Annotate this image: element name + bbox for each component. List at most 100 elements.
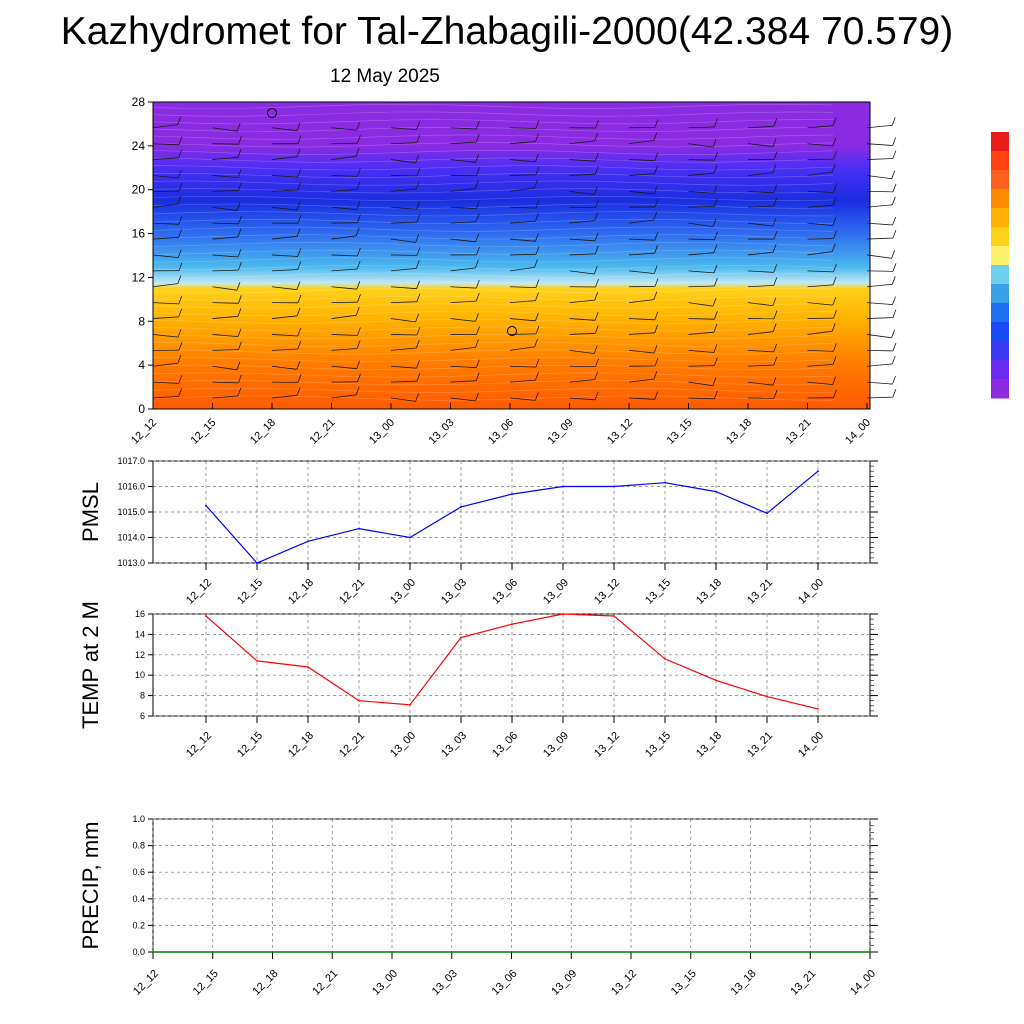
contour-line [152, 180, 834, 186]
x-tick-label: 12_21 [308, 417, 338, 447]
wind-barb-flag [654, 324, 659, 333]
wind-barb [688, 172, 714, 176]
wind-barb [390, 334, 418, 336]
wind-barb-flag [891, 329, 895, 338]
contour-line [152, 188, 834, 194]
wind-barb-flag [892, 375, 896, 385]
wind-barb [747, 125, 774, 129]
wind-barb [509, 267, 535, 272]
wind-barb [152, 124, 178, 129]
y-tick-label: 0 [138, 402, 145, 416]
wind-barb-flag [654, 245, 658, 254]
wind-barb-flag [356, 260, 361, 270]
wind-barb [450, 380, 477, 383]
wind-barb [866, 222, 893, 226]
wind-barb [212, 349, 239, 351]
wind-barb [509, 187, 535, 192]
wind-barb [509, 253, 537, 256]
temp-x-tick-label: 13_06 [490, 730, 520, 760]
contour-line [152, 295, 834, 301]
wind-barb-flag [475, 372, 480, 381]
wind-barb [628, 190, 655, 195]
wind-barb [509, 365, 536, 368]
wind-barb-flag [653, 211, 658, 221]
calm-wind-marker [267, 108, 277, 118]
wind-barb [271, 394, 298, 399]
wind-barb-flag [892, 183, 897, 192]
wind-barb [866, 124, 893, 129]
wind-barb [390, 286, 417, 290]
wind-barb-flag [177, 355, 182, 364]
wind-barb-flag [416, 121, 420, 130]
wind-barb [152, 157, 179, 160]
contour-line [152, 211, 833, 217]
wind-barb [688, 365, 715, 367]
wind-barb-flag [773, 197, 778, 207]
wind-barb [688, 190, 715, 194]
wind-barb-flag [713, 344, 718, 353]
wind-barb-flag [892, 296, 896, 305]
x-tick-label: 13_12 [605, 417, 635, 447]
wind-barb-flag [475, 259, 479, 269]
wind-barb [212, 236, 238, 240]
wind-barb [152, 362, 178, 367]
contour-line [152, 103, 834, 109]
wind-barb [331, 268, 358, 272]
contour-line [152, 318, 834, 324]
wind-barb [628, 238, 655, 241]
pmsl-x-tick-label: 13_09 [541, 577, 571, 607]
wind-barb-flag [357, 373, 361, 382]
colorbar-swatch [991, 322, 1009, 342]
precip-y-tick-label: 0.8 [132, 841, 145, 851]
x-tick-label: 13_15 [665, 417, 695, 447]
wind-barb-flag [772, 244, 777, 253]
wind-barb-flag [296, 202, 301, 211]
contour-line [152, 372, 834, 378]
wind-barb-flag [712, 298, 717, 307]
wind-barb [331, 314, 357, 319]
contour-line [152, 119, 834, 125]
colorbar-swatch [991, 303, 1009, 323]
colorbar-swatch [991, 360, 1009, 380]
wind-barb [628, 318, 655, 321]
temp-y-tick-label: 6 [140, 711, 145, 721]
wind-barb [152, 334, 179, 338]
wind-barb-flag [238, 136, 242, 145]
wind-barb [450, 206, 477, 209]
wind-barb-flag [534, 259, 538, 268]
pmsl-x-tick-label: 13_12 [592, 577, 622, 607]
wind-barb-flag [534, 179, 538, 189]
x-tick-label: 12_12 [129, 417, 159, 447]
wind-barb-flag [237, 308, 242, 317]
precip-x-tick-label: 13_18 [729, 968, 759, 998]
pmsl-x-tick-label: 13_06 [490, 577, 520, 607]
wind-barb [866, 381, 893, 385]
wind-barb [807, 349, 834, 352]
contour-line [152, 357, 834, 363]
wind-barb-flag [595, 119, 599, 129]
temp-frame [152, 613, 871, 717]
wind-barb [747, 331, 774, 335]
wind-barb-flag [712, 377, 717, 386]
wind-barb-flag [475, 180, 479, 189]
wind-barb-flag [238, 261, 242, 271]
wind-barb [509, 238, 536, 242]
wind-barb-flag [475, 133, 480, 143]
wind-barb-flag [177, 169, 182, 179]
wind-barb [331, 365, 357, 370]
wind-barb-flag [236, 282, 241, 291]
wind-barb [271, 334, 298, 337]
wind-barb-flag [355, 227, 360, 236]
wind-barb [212, 190, 239, 192]
y-tick-label: 12 [132, 270, 146, 284]
wind-barb [688, 318, 715, 320]
wind-barb [152, 236, 179, 240]
colorbar-swatch [991, 284, 1009, 304]
wind-barb-flag [892, 137, 896, 146]
wind-barb [390, 127, 417, 130]
wind-barb-flag [833, 230, 837, 239]
contour-line [152, 349, 834, 355]
wind-barb-flag [773, 343, 778, 353]
wind-barb [807, 270, 834, 273]
wind-barb-flag [713, 165, 718, 174]
